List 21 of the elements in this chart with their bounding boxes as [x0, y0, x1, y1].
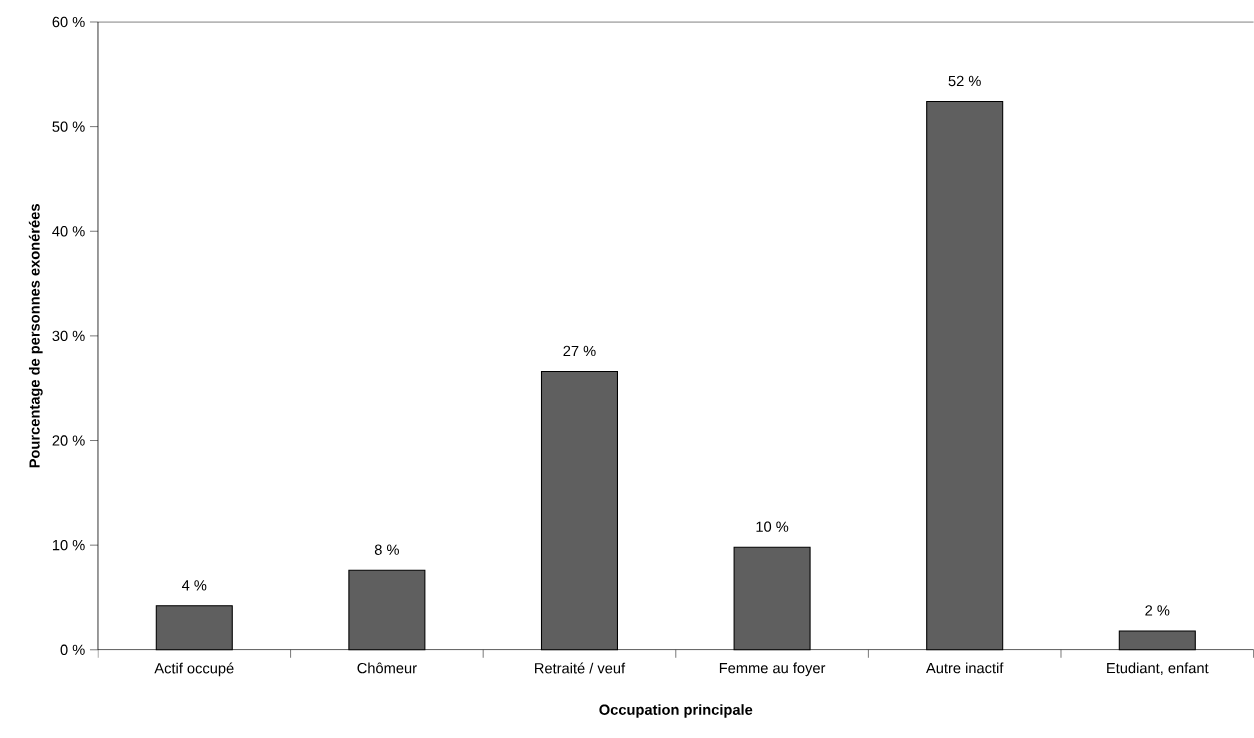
data-label: 27 %: [563, 345, 596, 357]
data-label: 8 %: [374, 544, 399, 556]
data-label: 4 %: [181, 580, 207, 591]
x-tick-label: Chômeur: [357, 662, 417, 674]
data-label: 2 %: [1145, 605, 1170, 616]
y-tick-label: 10 %: [52, 540, 85, 551]
x-tick-label: Actif occupé: [154, 662, 234, 677]
x-tick-label: Retraité / veuf: [535, 662, 626, 674]
data-label: 52 %: [948, 75, 981, 87]
y-tick-label: 0 %: [60, 644, 85, 656]
data-label: 10 %: [756, 521, 789, 532]
y-tick-label: 30 %: [52, 330, 85, 342]
x-tick-label: Autre inactif: [926, 662, 1004, 674]
y-tick-label: 40 %: [52, 226, 85, 237]
y-tick-label: 60 %: [52, 16, 85, 28]
y-axis-title: Pourcentage de personnes exonérées: [28, 204, 43, 468]
x-tick-label: Etudiant, enfant: [1107, 662, 1209, 676]
y-tick-label: 20 %: [52, 435, 85, 446]
y-tick-label: 50 %: [52, 121, 85, 132]
x-axis-title: Occupation principale: [599, 704, 753, 718]
x-tick-label: Femme au foyer: [719, 662, 826, 677]
